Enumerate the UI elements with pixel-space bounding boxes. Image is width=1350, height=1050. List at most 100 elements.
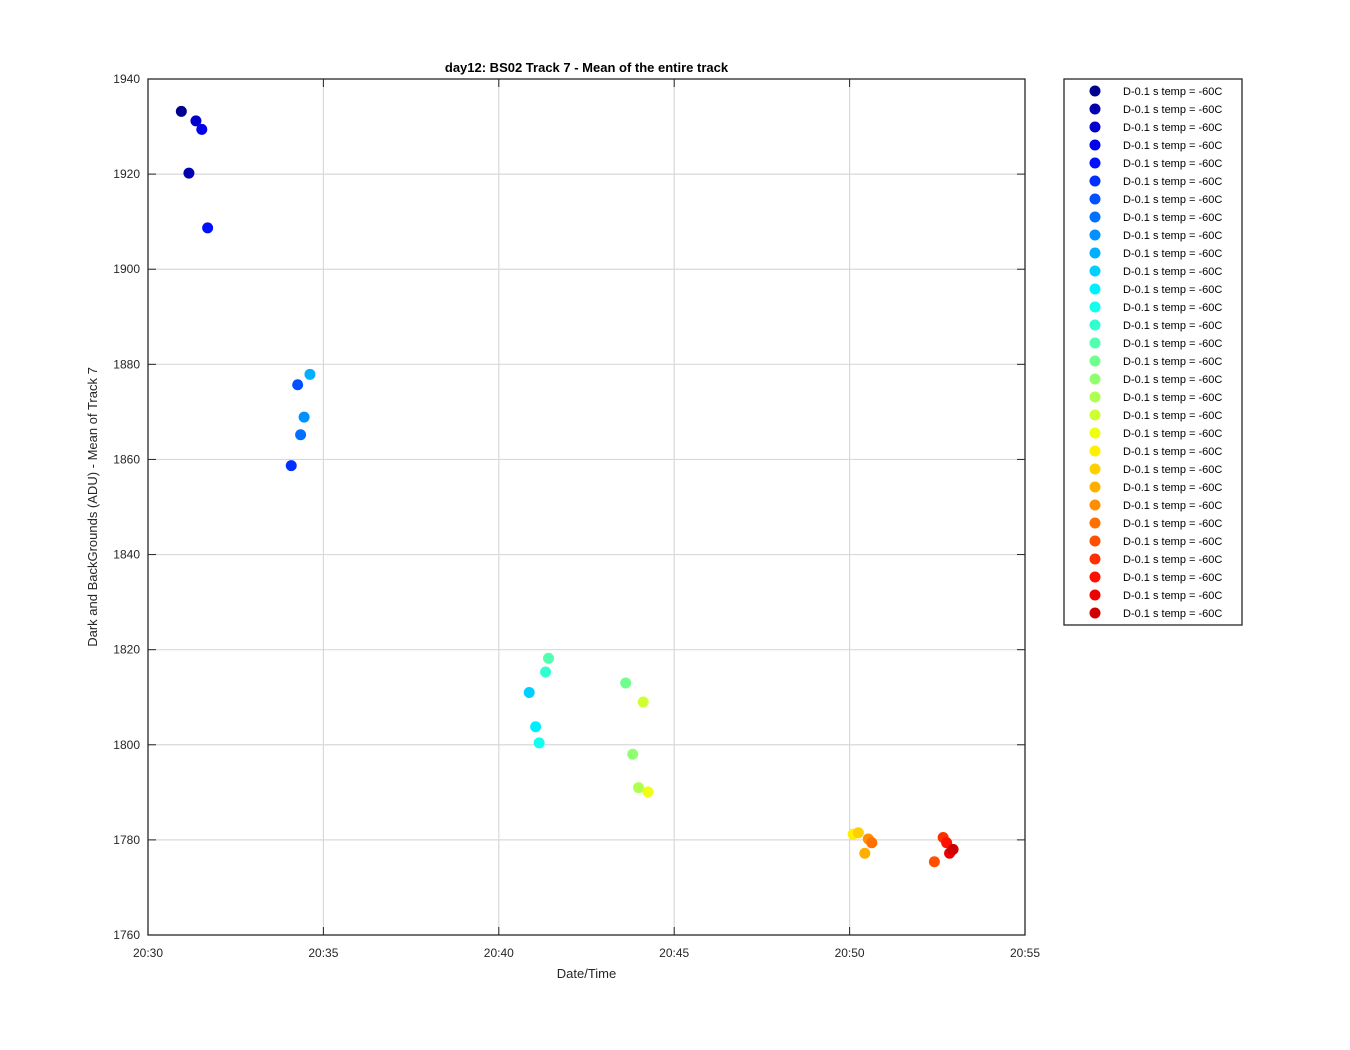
legend-marker xyxy=(1089,607,1101,619)
axis-ticks: 20:30 20:35 20:40 20:45 20:50 20:55 1760 1780 18… xyxy=(113,72,1040,960)
legend-marker xyxy=(1089,589,1101,601)
y-axis-label: Dark and BackGrounds (ADU) - Mean of Tra… xyxy=(85,367,100,647)
data-point xyxy=(304,368,316,380)
legend-marker xyxy=(1089,247,1101,259)
legend-marker xyxy=(1089,517,1101,529)
legend-marker xyxy=(1089,481,1101,493)
y-tick-label: 1860 xyxy=(113,452,140,466)
data-point xyxy=(183,167,195,179)
grid-lines xyxy=(148,79,1025,935)
legend-marker xyxy=(1089,175,1101,187)
legend-marker xyxy=(1089,337,1101,349)
x-tick-label: 20:40 xyxy=(484,946,514,960)
legend-entry: D-0.1 s temp = -60C xyxy=(1123,590,1222,602)
data-point xyxy=(202,222,214,234)
data-point xyxy=(190,115,202,127)
legend-entry: D-0.1 s temp = -60C xyxy=(1123,608,1222,620)
legend-entry: D-0.1 s temp = -60C xyxy=(1123,158,1222,170)
legend-marker xyxy=(1089,319,1101,331)
legend-entry: D-0.1 s temp = -60C xyxy=(1123,104,1222,116)
legend-entry: D-0.1 s temp = -60C xyxy=(1123,446,1222,458)
y-tick-label: 1760 xyxy=(113,928,140,942)
legend: D-0.1 s temp = -60C D-0.1 s temp = -60C D-… xyxy=(1063,78,1243,626)
data-point xyxy=(633,782,645,794)
legend-entry: D-0.1 s temp = -60C xyxy=(1123,482,1222,494)
legend-marker xyxy=(1089,103,1101,115)
legend-marker xyxy=(1089,355,1101,367)
data-point xyxy=(533,737,545,749)
y-tick-label: 1780 xyxy=(113,833,140,847)
data-point xyxy=(295,429,307,441)
legend-marker xyxy=(1089,499,1101,511)
legend-entry: D-0.1 s temp = -60C xyxy=(1123,320,1222,332)
legend-marker xyxy=(1089,553,1101,565)
data-point xyxy=(530,721,542,733)
data-point xyxy=(859,847,871,859)
legend-marker xyxy=(1089,265,1101,277)
legend-entry: D-0.1 s temp = -60C xyxy=(1123,140,1222,152)
legend-entry: D-0.1 s temp = -60C xyxy=(1123,230,1222,242)
x-axis-label: Date/Time xyxy=(557,966,616,981)
legend-entry: D-0.1 s temp = -60C xyxy=(1123,302,1222,314)
legend-marker xyxy=(1089,427,1101,439)
data-point xyxy=(175,105,187,117)
legend-entry: D-0.1 s temp = -60C xyxy=(1123,212,1222,224)
legend-entry: D-0.1 s temp = -60C xyxy=(1123,536,1222,548)
legend-entry: D-0.1 s temp = -60C xyxy=(1123,374,1222,386)
legend-marker xyxy=(1089,535,1101,547)
legend-marker xyxy=(1089,283,1101,295)
legend-entry: D-0.1 s temp = -60C xyxy=(1123,122,1222,134)
legend-entry: D-0.1 s temp = -60C xyxy=(1123,194,1222,206)
legend-marker xyxy=(1089,121,1101,133)
legend-marker xyxy=(1089,193,1101,205)
legend-entry: D-0.1 s temp = -60C xyxy=(1123,572,1222,584)
chart-title: day12: BS02 Track 7 - Mean of the entire… xyxy=(445,60,729,75)
legend-marker xyxy=(1089,391,1101,403)
x-tick-label: 20:55 xyxy=(1010,946,1040,960)
y-tick-label: 1920 xyxy=(113,167,140,181)
data-point xyxy=(298,411,310,423)
legend-marker xyxy=(1089,463,1101,475)
data-point xyxy=(852,827,864,839)
data-point xyxy=(620,677,632,689)
data-point xyxy=(523,686,535,698)
data-point xyxy=(642,786,654,798)
legend-entry: D-0.1 s temp = -60C xyxy=(1123,86,1222,98)
data-point xyxy=(866,837,878,849)
legend-entry: D-0.1 s temp = -60C xyxy=(1123,248,1222,260)
data-point xyxy=(540,666,552,678)
legend-marker xyxy=(1089,301,1101,313)
legend-entry: D-0.1 s temp = -60C xyxy=(1123,518,1222,530)
legend-box xyxy=(1063,78,1243,626)
legend-marker xyxy=(1089,157,1101,169)
data-point xyxy=(292,379,304,391)
legend-entry: D-0.1 s temp = -60C xyxy=(1123,554,1222,566)
data-point xyxy=(637,696,649,708)
legend-entry: D-0.1 s temp = -60C xyxy=(1123,356,1222,368)
data-point xyxy=(542,652,554,664)
legend-entry: D-0.1 s temp = -60C xyxy=(1123,266,1222,278)
data-point xyxy=(285,460,297,472)
data-point xyxy=(947,843,959,855)
y-tick-label: 1880 xyxy=(113,357,140,371)
y-tick-label: 1820 xyxy=(113,643,140,657)
legend-marker xyxy=(1089,85,1101,97)
x-tick-label: 20:35 xyxy=(308,946,338,960)
legend-marker xyxy=(1089,373,1101,385)
legend-entry: D-0.1 s temp = -60C xyxy=(1123,176,1222,188)
legend-entry: D-0.1 s temp = -60C xyxy=(1123,428,1222,440)
legend-entry: D-0.1 s temp = -60C xyxy=(1123,410,1222,422)
legend-entry: D-0.1 s temp = -60C xyxy=(1123,338,1222,350)
y-tick-label: 1940 xyxy=(113,72,140,86)
data-point xyxy=(196,123,208,135)
data-point xyxy=(627,748,639,760)
data-points xyxy=(175,105,959,868)
legend-entry: D-0.1 s temp = -60C xyxy=(1123,284,1222,296)
x-tick-label: 20:30 xyxy=(133,946,163,960)
legend-marker xyxy=(1089,445,1101,457)
legend-entry: D-0.1 s temp = -60C xyxy=(1123,464,1222,476)
plot-frame xyxy=(147,78,1026,936)
data-point xyxy=(928,856,940,868)
legend-marker xyxy=(1089,229,1101,241)
y-tick-label: 1900 xyxy=(113,262,140,276)
